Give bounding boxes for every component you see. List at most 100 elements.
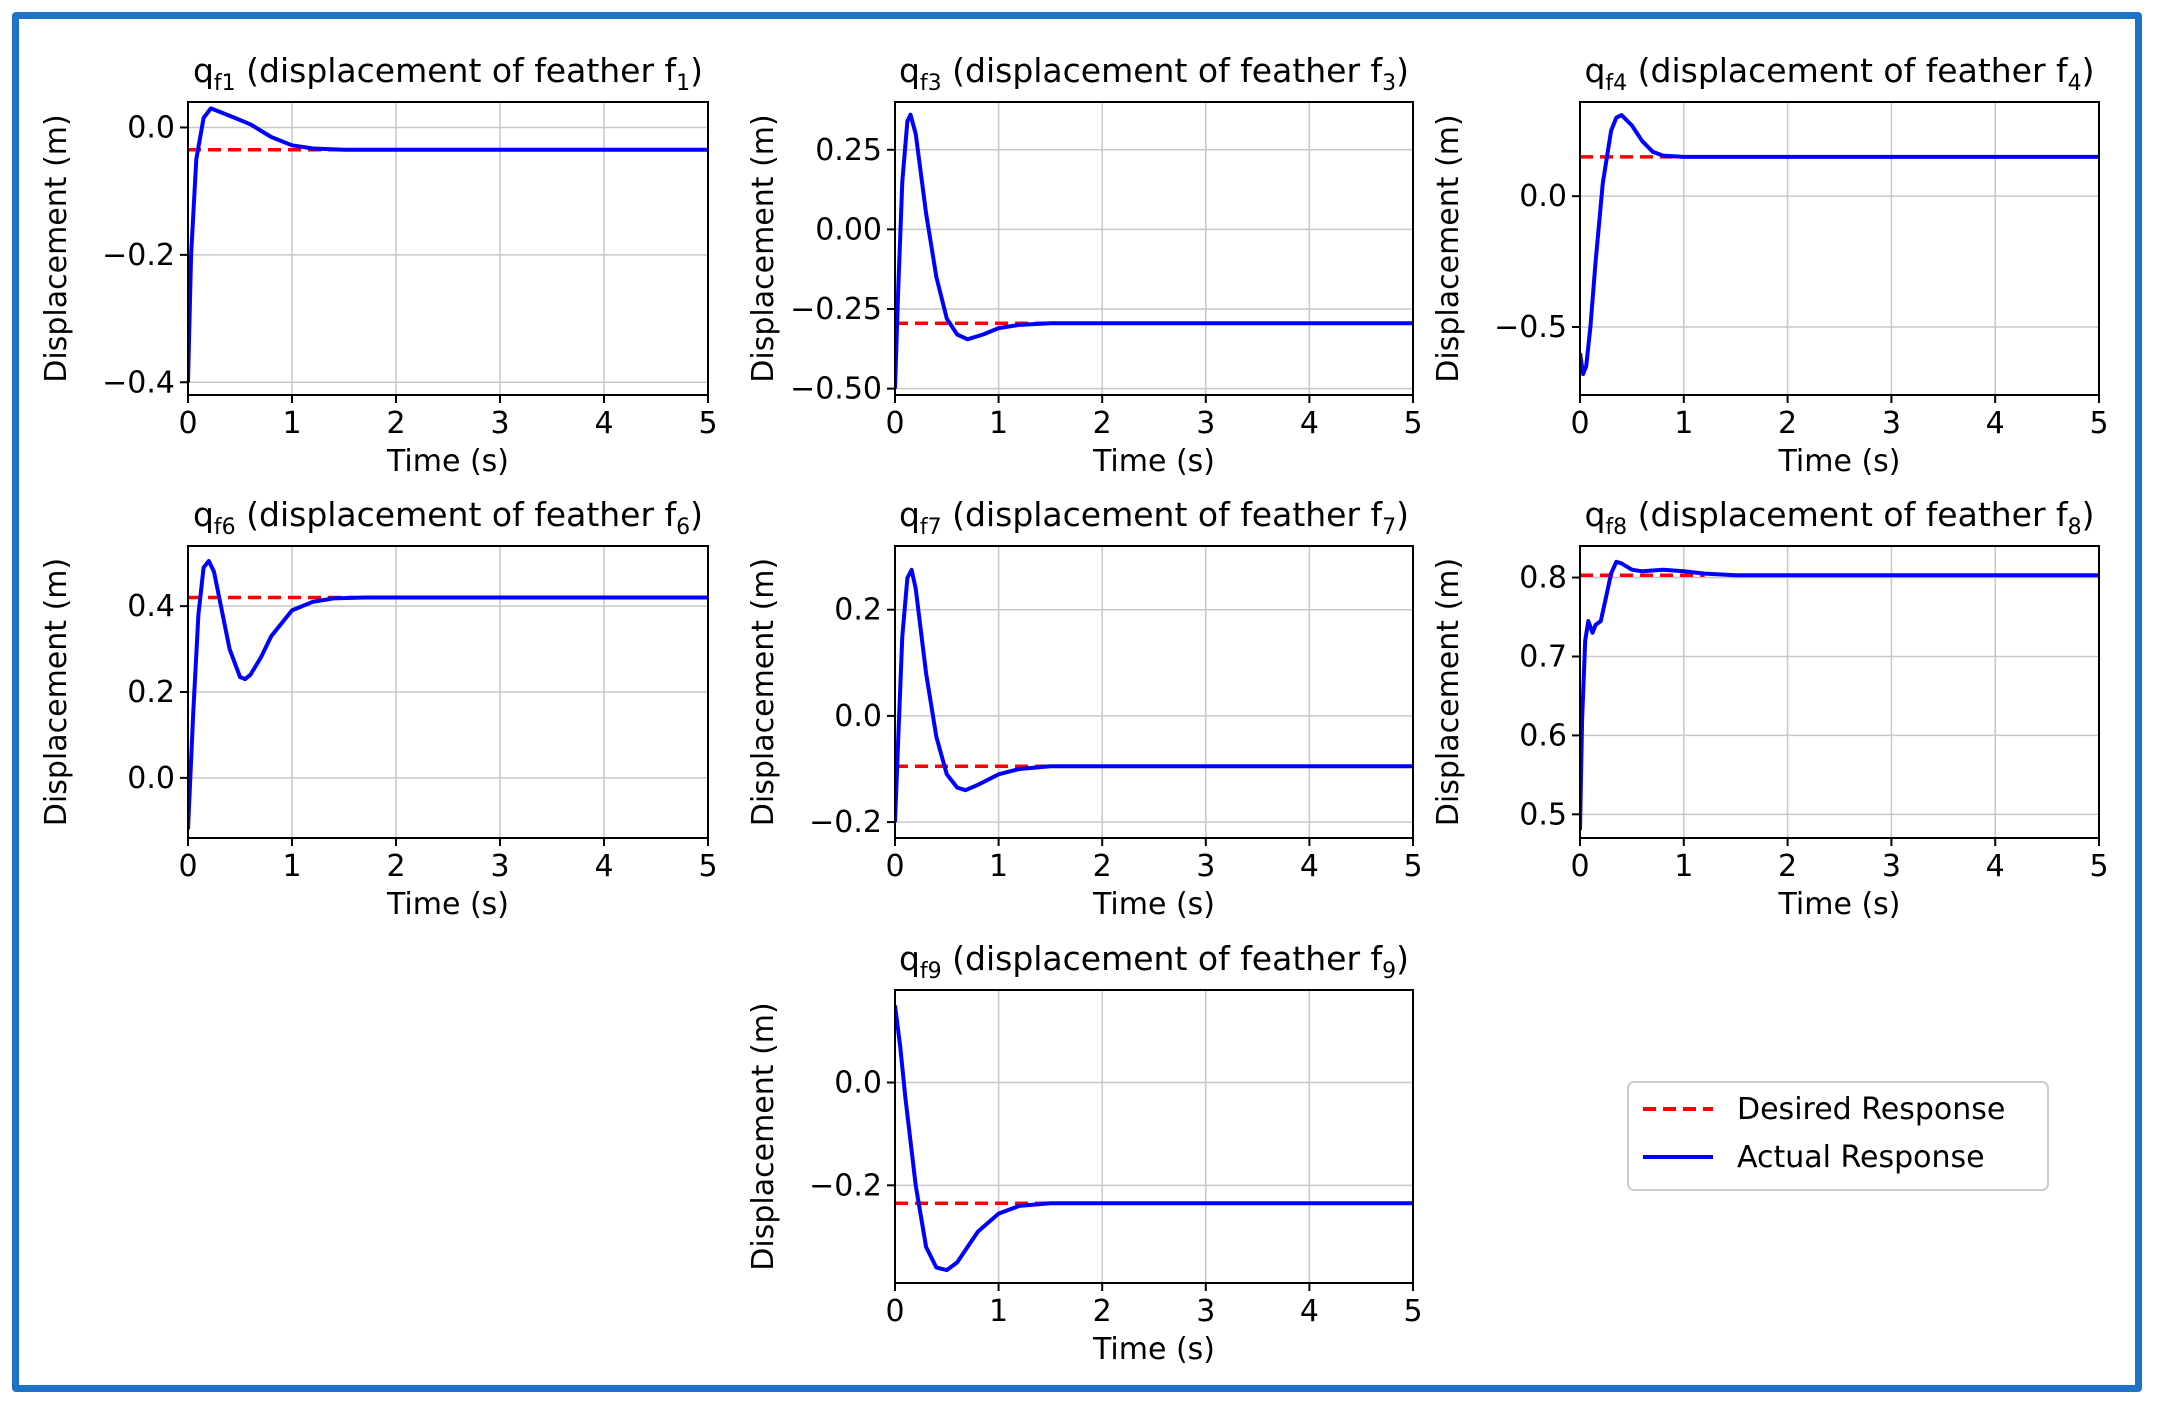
y-tick-label: −0.2: [809, 1168, 882, 1203]
subplot-title: qf9 (displacement of feather f9): [899, 939, 1409, 984]
actual-response-line: [188, 559, 708, 830]
axes-frame: [1579, 101, 2100, 396]
x-tick-label: 3: [1882, 849, 1901, 884]
legend-actual-label: Actual Response: [1737, 1140, 1985, 1175]
x-tick-label: 2: [1093, 849, 1112, 884]
actual-response-line: [895, 112, 1413, 389]
x-tick-label: 1: [1674, 849, 1693, 884]
x-tick-label: 4: [1986, 849, 2005, 884]
axes-frame: [894, 101, 1414, 396]
y-axis-label: Displacement (m): [39, 558, 74, 826]
subplot-title: qf1 (displacement of feather f1): [193, 51, 703, 96]
x-tick-label: 4: [1300, 406, 1319, 441]
x-tick-label: 1: [1674, 406, 1693, 441]
subplot-3: 0 1 2 3 4 5 0.0 −0.5 Time (s) Displacement (m) qf4…: [1431, 51, 2109, 479]
x-axis-label: Time (s): [1092, 1332, 1215, 1367]
y-tick-label: 0.7: [1519, 639, 1567, 674]
x-axis-label: Time (s): [1778, 887, 1901, 922]
subplot-4: 0 1 2 3 4 5 0.4 0.2 0.0 Time (s) Displacement (m) q…: [39, 495, 718, 922]
x-tick-label: 3: [1882, 406, 1901, 441]
subplot-title: qf6 (displacement of feather f6): [193, 495, 703, 540]
x-tick-label: 5: [1403, 406, 1422, 441]
subplot-6: 0 1 2 3 4 5 0.8 0.7 0.6 0.5 Time (s) Displacement (…: [1431, 495, 2109, 922]
y-tick-label: −0.2: [102, 238, 175, 273]
x-tick-label: 2: [1093, 406, 1112, 441]
y-axis-label: Displacement (m): [746, 114, 781, 382]
x-tick-label: 1: [989, 849, 1008, 884]
x-tick-label: 0: [885, 406, 904, 441]
x-axis-label: Time (s): [1092, 444, 1215, 479]
subplot-title: qf4 (displacement of feather f4): [1584, 51, 2094, 96]
y-tick-label: 0.6: [1519, 718, 1567, 753]
actual-response-line: [1580, 113, 2099, 377]
y-tick-label: 0.8: [1519, 561, 1567, 596]
subplot-1: 0 1 2 3 4 5 0.0 −0.2 −0.4 Time (s) Displacement (m…: [39, 51, 718, 479]
y-tick-label: 0.0: [1519, 179, 1567, 214]
x-tick-label: 0: [178, 406, 197, 441]
x-tick-label: 4: [594, 406, 613, 441]
x-tick-label: 3: [490, 406, 509, 441]
x-tick-label: 2: [1778, 406, 1797, 441]
y-tick-label: −0.5: [1494, 310, 1567, 345]
y-axis-label: Displacement (m): [746, 558, 781, 826]
actual-response-line: [895, 567, 1413, 823]
x-tick-label: 0: [1570, 849, 1589, 884]
actual-response-line: [1580, 559, 2099, 831]
subplot-title: qf8 (displacement of feather f8): [1584, 495, 2094, 540]
x-axis-label: Time (s): [1778, 444, 1901, 479]
axes-frame: [894, 545, 1414, 839]
y-tick-label: 0.5: [1519, 797, 1567, 832]
x-tick-label: 1: [989, 406, 1008, 441]
x-tick-label: 5: [2089, 406, 2108, 441]
axes-frame: [1579, 545, 2100, 839]
x-tick-label: 2: [1093, 1294, 1112, 1329]
x-tick-label: 1: [282, 406, 301, 441]
x-tick-label: 0: [885, 849, 904, 884]
x-axis-label: Time (s): [386, 444, 509, 479]
legend: Desired Response Actual Response: [1627, 1081, 2049, 1191]
y-axis-label: Displacement (m): [746, 1002, 781, 1270]
x-tick-label: 4: [1986, 406, 2005, 441]
x-tick-label: 0: [178, 849, 197, 884]
y-axis-label: Displacement (m): [1431, 558, 1466, 826]
subplot-2: 0 1 2 3 4 5 0.25 0.00 −0.25 −0.50 Time (s) Displace…: [746, 51, 1423, 479]
x-tick-label: 5: [698, 406, 717, 441]
y-tick-label: 0.2: [127, 675, 175, 710]
y-tick-label: 0.00: [815, 212, 882, 247]
y-tick-label: −0.25: [790, 292, 882, 327]
y-tick-label: 0.0: [834, 699, 882, 734]
x-tick-label: 4: [1300, 1294, 1319, 1329]
x-tick-label: 5: [1403, 849, 1422, 884]
subplot-5: 0 1 2 3 4 5 0.2 0.0 −0.2 Time (s) Displacement (m)…: [746, 495, 1423, 922]
y-tick-label: 0.0: [127, 110, 175, 145]
y-axis-label: Displacement (m): [1431, 114, 1466, 382]
y-tick-label: 0.2: [834, 593, 882, 628]
x-tick-label: 1: [282, 849, 301, 884]
x-tick-label: 1: [989, 1294, 1008, 1329]
x-axis-label: Time (s): [386, 887, 509, 922]
actual-response-line: [895, 1005, 1413, 1273]
x-tick-label: 5: [2089, 849, 2108, 884]
x-tick-label: 2: [1778, 849, 1797, 884]
y-tick-label: −0.2: [809, 805, 882, 840]
subplot-title: qf7 (displacement of feather f7): [899, 495, 1409, 540]
axes-frame: [187, 101, 709, 396]
x-tick-label: 4: [1300, 849, 1319, 884]
x-tick-label: 0: [885, 1294, 904, 1329]
y-tick-label: 0.4: [127, 589, 175, 624]
y-tick-label: 0.25: [815, 133, 882, 168]
x-tick-label: 0: [1570, 406, 1589, 441]
subplot-7: 0 1 2 3 4 5 0.0 −0.2 Time (s) Displacement (m) qf9…: [746, 939, 1423, 1367]
x-tick-label: 3: [1196, 406, 1215, 441]
axes-frame: [894, 989, 1414, 1284]
x-tick-label: 3: [490, 849, 509, 884]
x-tick-label: 2: [386, 406, 405, 441]
y-tick-label: 0.0: [834, 1066, 882, 1101]
legend-box: [1627, 1081, 2049, 1191]
y-axis-label: Displacement (m): [39, 114, 74, 382]
x-tick-label: 5: [1403, 1294, 1422, 1329]
subplot-title: qf3 (displacement of feather f3): [899, 51, 1409, 96]
x-tick-label: 3: [1196, 1294, 1215, 1329]
x-tick-label: 3: [1196, 849, 1215, 884]
